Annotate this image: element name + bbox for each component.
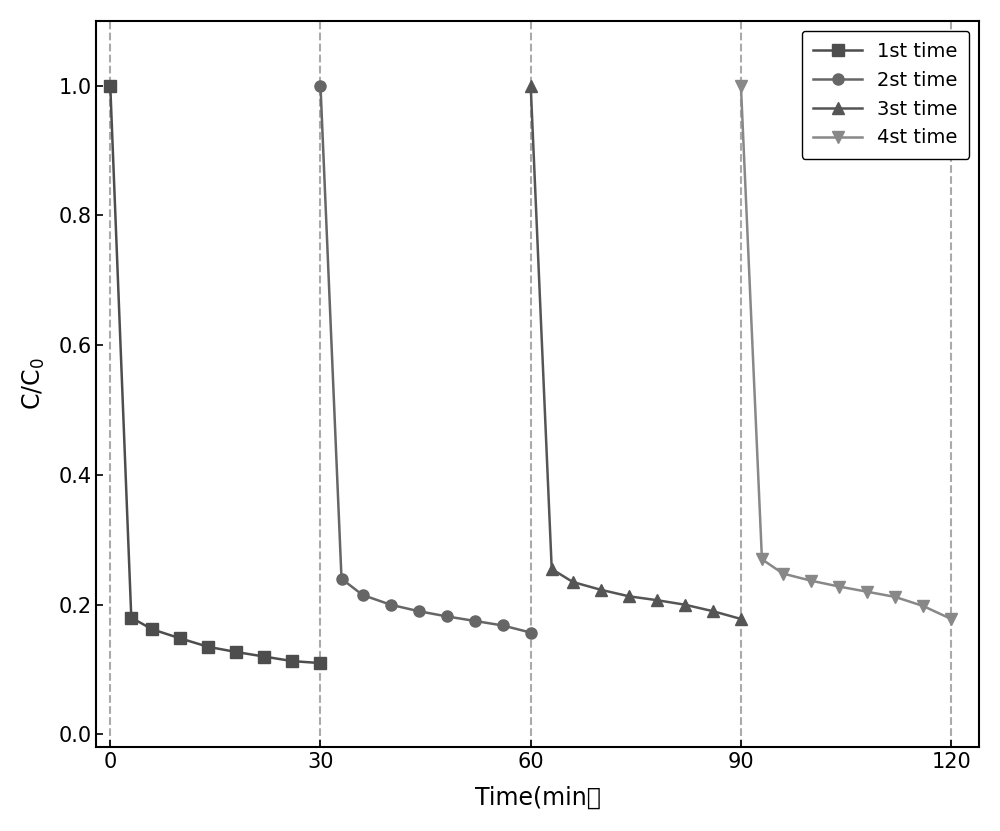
1st time <box>286 656 298 666</box>
Y-axis label: C/C$_0$: C/C$_0$ <box>21 358 47 411</box>
1st time <box>314 658 326 668</box>
2st time <box>385 600 397 610</box>
4st time <box>756 554 768 564</box>
3st time <box>567 577 579 587</box>
Line: 4st time: 4st time <box>735 80 957 625</box>
Legend: 1st time, 2st time, 3st time, 4st time: 1st time, 2st time, 3st time, 4st time <box>802 31 969 159</box>
X-axis label: Time(min）: Time(min） <box>475 786 601 810</box>
3st time <box>525 81 537 91</box>
3st time <box>707 606 719 616</box>
1st time <box>202 642 214 652</box>
2st time <box>413 606 425 616</box>
3st time <box>595 585 607 595</box>
Line: 3st time: 3st time <box>525 80 746 625</box>
4st time <box>917 601 929 611</box>
4st time <box>861 587 873 597</box>
1st time <box>104 81 116 91</box>
2st time <box>357 590 369 600</box>
Line: 1st time: 1st time <box>105 80 326 669</box>
4st time <box>833 582 845 592</box>
3st time <box>735 614 747 624</box>
1st time <box>174 633 186 643</box>
3st time <box>651 595 663 605</box>
4st time <box>735 81 747 91</box>
1st time <box>230 647 242 657</box>
1st time <box>146 624 158 634</box>
4st time <box>777 568 789 578</box>
2st time <box>336 573 348 583</box>
2st time <box>497 621 509 631</box>
4st time <box>945 614 957 624</box>
1st time <box>125 612 137 622</box>
3st time <box>546 564 558 574</box>
4st time <box>889 592 901 602</box>
2st time <box>469 616 481 626</box>
3st time <box>623 592 635 602</box>
2st time <box>441 612 453 622</box>
2st time <box>314 81 326 91</box>
2st time <box>525 627 537 637</box>
Line: 2st time: 2st time <box>315 80 536 638</box>
3st time <box>679 600 691 610</box>
4st time <box>805 576 817 586</box>
1st time <box>258 652 270 661</box>
